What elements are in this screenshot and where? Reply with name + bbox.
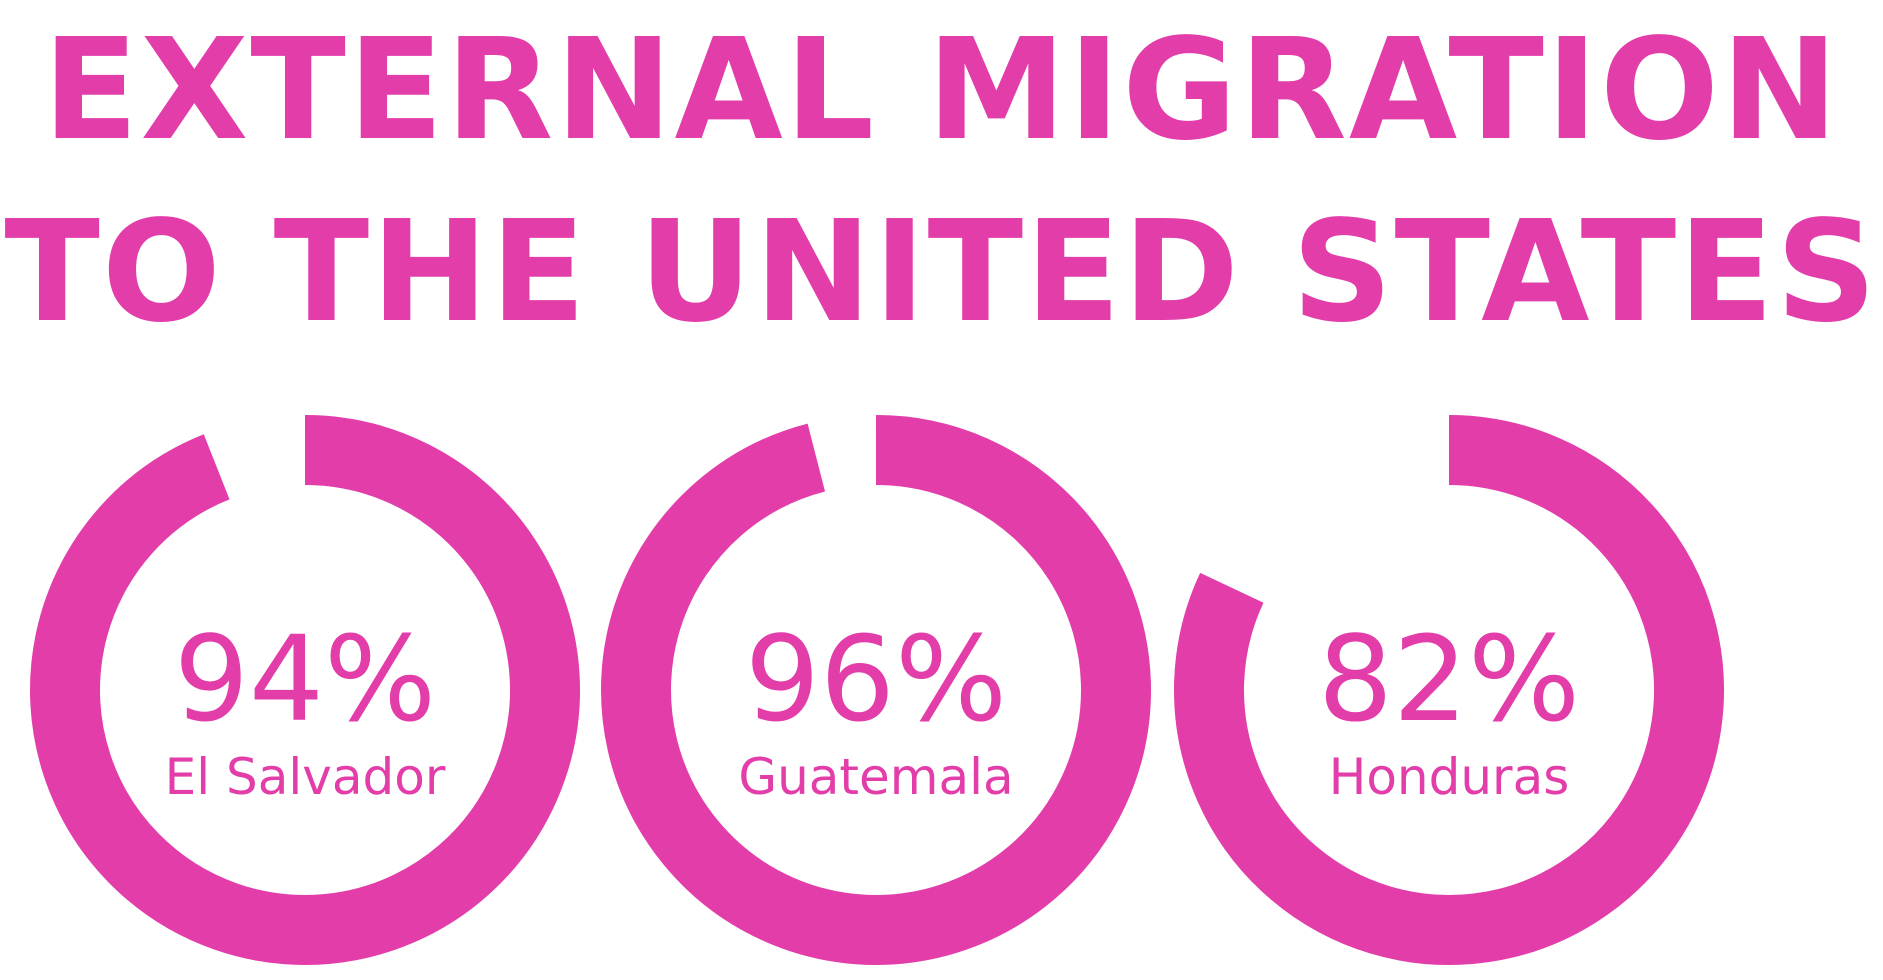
page-title: EXTERNAL MIGRATION TO THE UNITED STATES — [0, 0, 1883, 364]
category-label-honduras: Honduras — [1329, 748, 1570, 806]
title-line-2: TO THE UNITED STATES — [4, 191, 1879, 354]
percent-label-el-salvador: 94% — [174, 610, 436, 748]
category-label-el-salvador: El Salvador — [165, 748, 446, 806]
donut-guatemala: 96%Guatemala — [601, 415, 1151, 965]
percent-label-honduras: 82% — [1318, 610, 1580, 748]
donut-arc-guatemala — [601, 415, 1151, 965]
donut-arc-honduras — [1174, 415, 1724, 965]
percent-label-guatemala: 96% — [745, 610, 1007, 748]
category-label-guatemala: Guatemala — [738, 748, 1013, 806]
donut-el-salvador: 94%El Salvador — [30, 415, 580, 965]
donut-arc-el-salvador — [30, 415, 580, 965]
title-line-1: EXTERNAL MIGRATION — [42, 9, 1841, 172]
donut-honduras: 82%Honduras — [1174, 415, 1724, 965]
